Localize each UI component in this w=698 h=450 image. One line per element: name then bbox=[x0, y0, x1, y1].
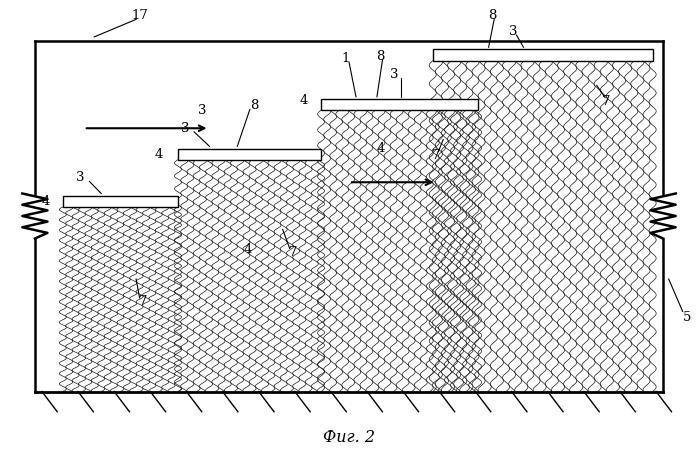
Text: 3: 3 bbox=[198, 104, 207, 117]
Text: 3: 3 bbox=[181, 122, 189, 135]
Text: 7: 7 bbox=[289, 246, 297, 258]
Text: 4: 4 bbox=[376, 142, 385, 155]
Text: 4: 4 bbox=[41, 195, 50, 208]
Bar bbox=[178, 148, 321, 160]
Text: 4: 4 bbox=[244, 243, 252, 256]
Text: 4: 4 bbox=[155, 148, 163, 161]
Text: 8: 8 bbox=[376, 50, 385, 63]
Text: 4: 4 bbox=[299, 94, 308, 107]
Text: 3: 3 bbox=[509, 25, 517, 38]
Text: 5: 5 bbox=[683, 311, 692, 324]
Text: 3: 3 bbox=[390, 68, 399, 81]
Text: Фиг. 2: Фиг. 2 bbox=[323, 429, 375, 446]
Text: 3: 3 bbox=[76, 171, 84, 184]
Bar bbox=[433, 50, 653, 61]
Text: 1: 1 bbox=[341, 52, 350, 65]
Bar bbox=[321, 99, 478, 110]
Text: 7: 7 bbox=[432, 149, 440, 162]
Text: 17: 17 bbox=[131, 9, 148, 22]
Bar bbox=[63, 196, 178, 207]
Text: 8: 8 bbox=[488, 9, 496, 22]
Text: 7: 7 bbox=[602, 95, 610, 108]
Text: 8: 8 bbox=[251, 99, 259, 112]
Text: 7: 7 bbox=[139, 295, 147, 308]
